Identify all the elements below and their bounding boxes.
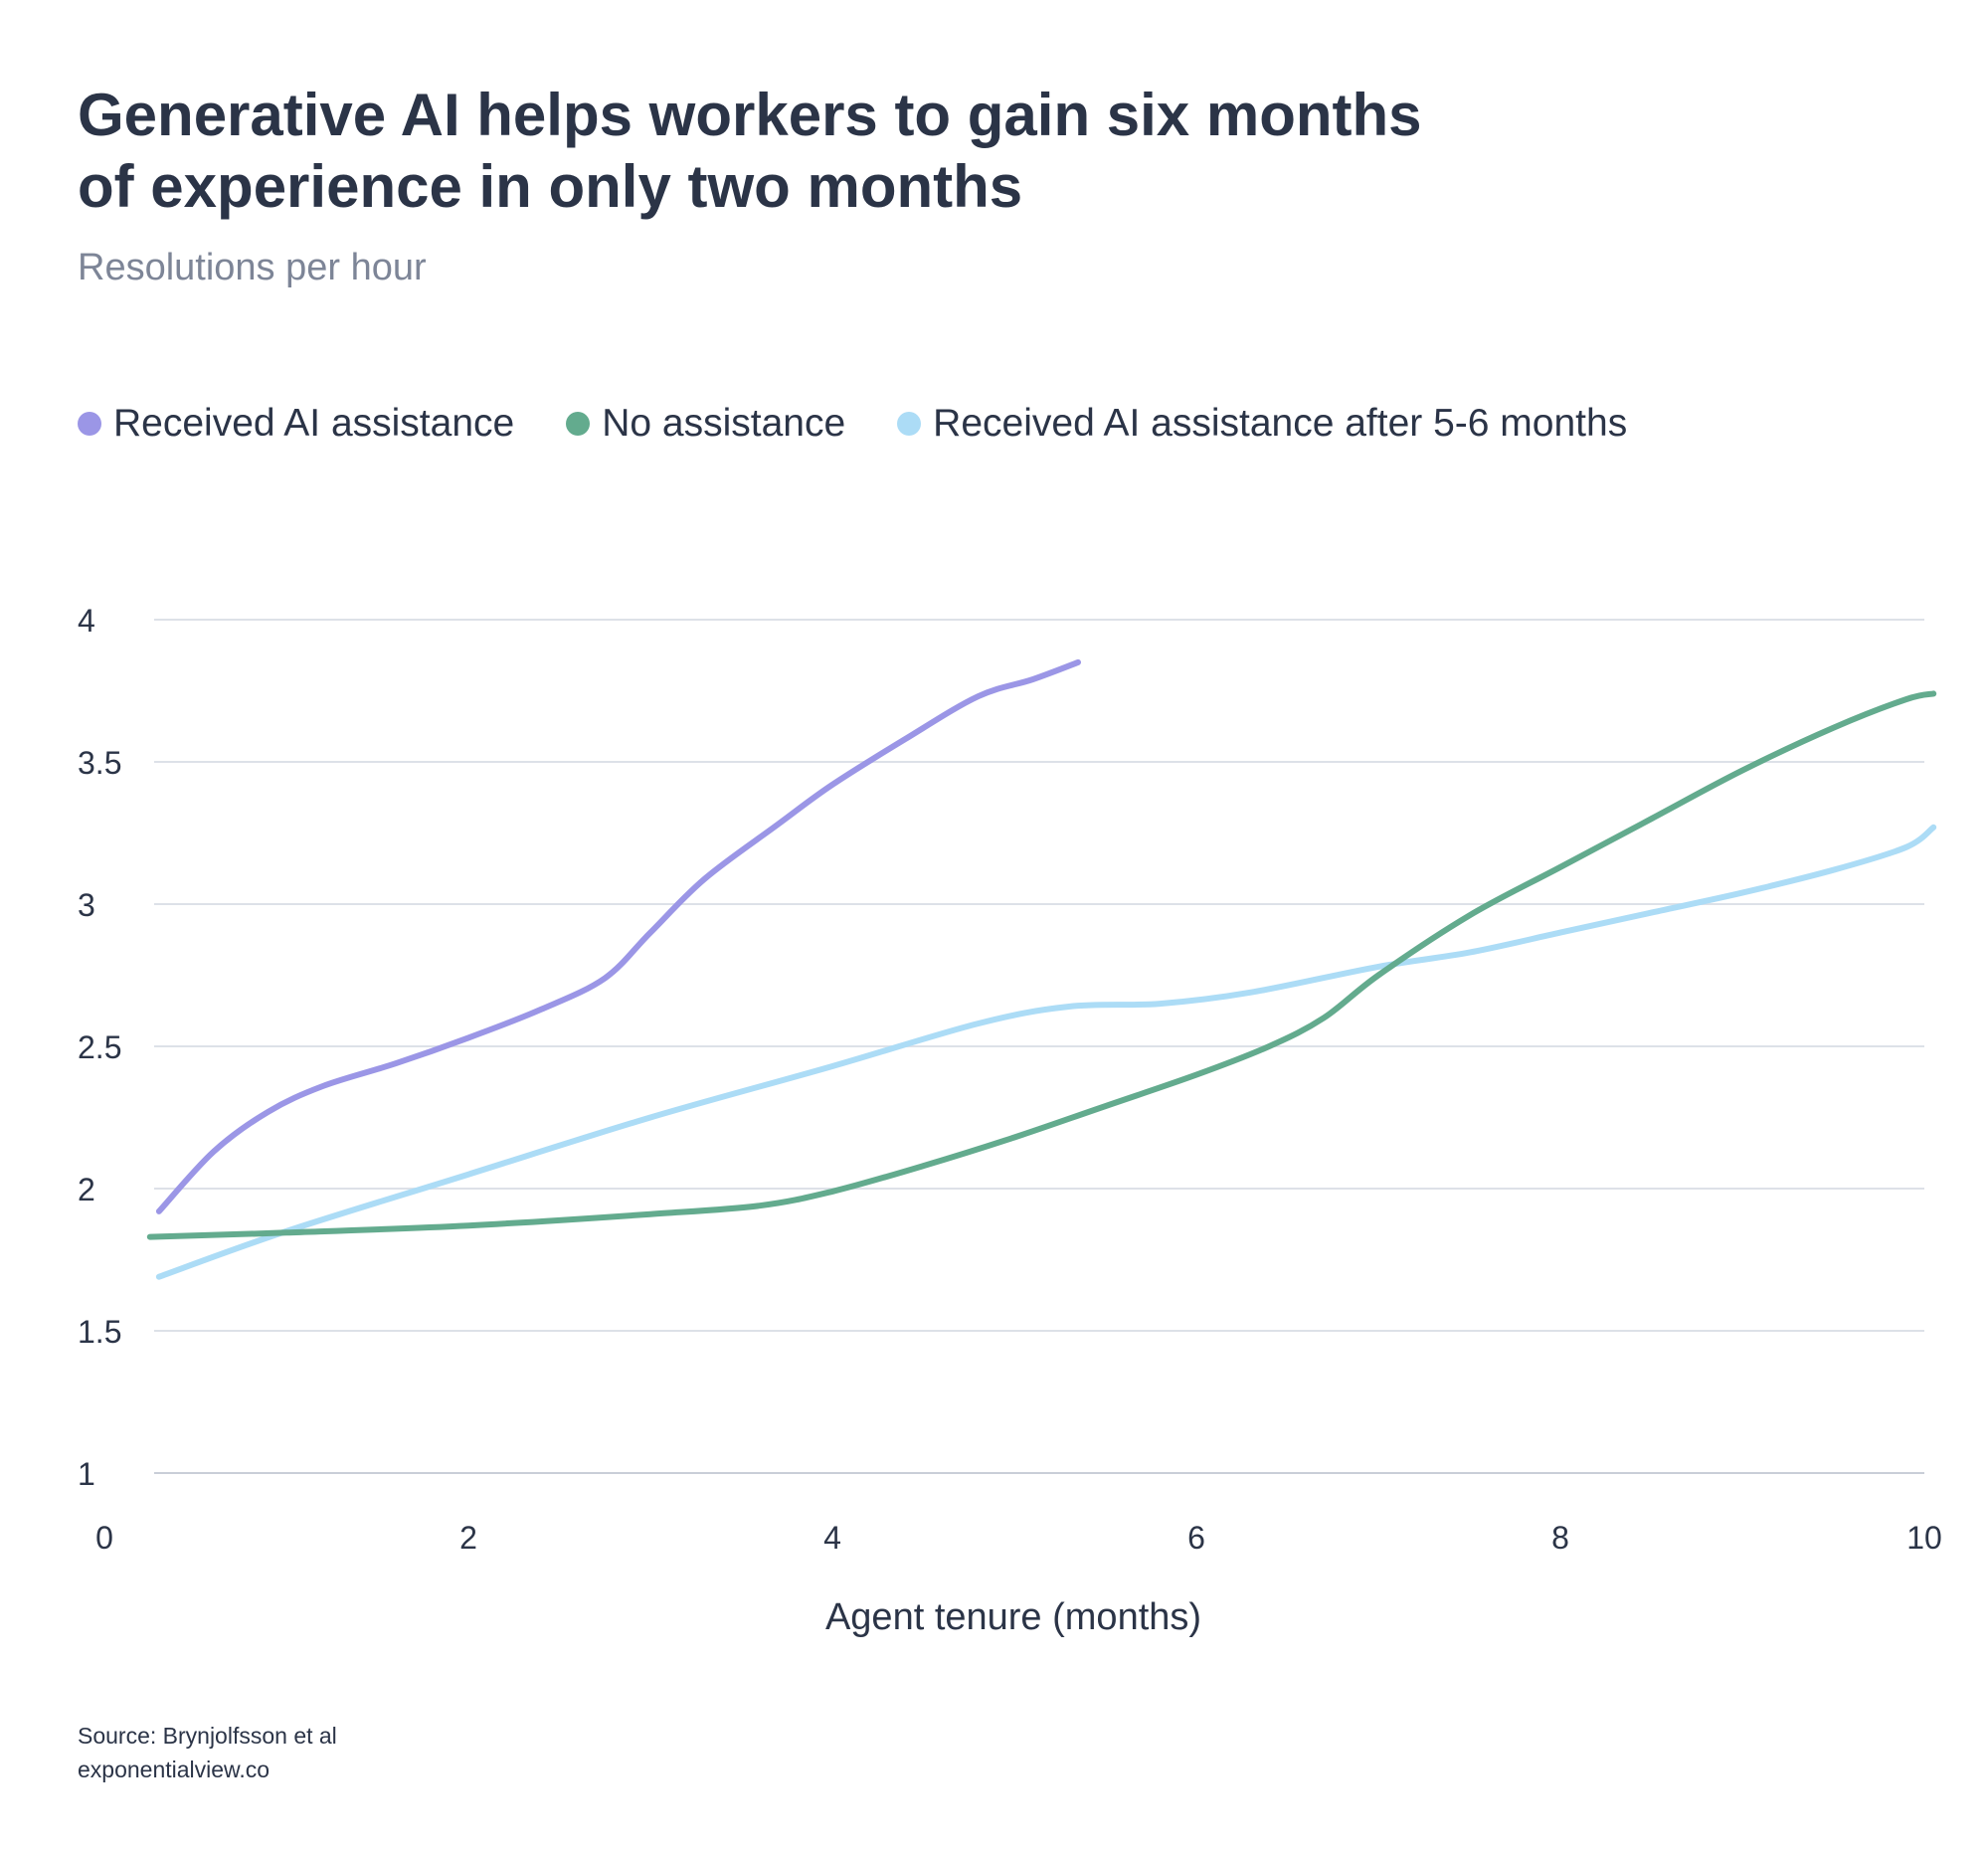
series-line-no-assistance bbox=[146, 690, 1937, 1240]
x-tick-label: 10 bbox=[1906, 1520, 1942, 1556]
legend-swatch-ai-after-5-6-months bbox=[897, 412, 922, 436]
y-tick-label: 4 bbox=[78, 603, 95, 639]
x-tick-label: 6 bbox=[1187, 1520, 1205, 1556]
chart-title: Generative AI helps workers to gain six … bbox=[78, 82, 1422, 220]
y-tick-label: 3 bbox=[78, 887, 95, 923]
x-tick-label: 2 bbox=[459, 1520, 477, 1556]
y-axis-ticks: 1 1.5 2 2.5 3 3.5 4 bbox=[78, 603, 121, 1492]
x-tick-label: 4 bbox=[823, 1520, 841, 1556]
x-axis-label: Agent tenure (months) bbox=[825, 1596, 1201, 1638]
series-line-ai-assistance bbox=[155, 658, 1081, 1214]
chart-subtitle: Resolutions per hour bbox=[78, 247, 427, 288]
y-tick-label: 2.5 bbox=[78, 1029, 121, 1065]
legend-label-ai-assistance: Received AI assistance bbox=[113, 402, 515, 445]
legend-label-ai-after-5-6-months: Received AI assistance after 5-6 months bbox=[933, 402, 1628, 445]
y-tick-label: 3.5 bbox=[78, 745, 121, 781]
grid-lines bbox=[154, 619, 1924, 1474]
legend: Received AI assistance No assistance Rec… bbox=[78, 402, 1679, 446]
x-axis-ticks: 0 2 4 6 8 10 bbox=[95, 1520, 1942, 1556]
source-site: exponentialview.co bbox=[78, 1757, 271, 1782]
y-tick-label: 1 bbox=[78, 1456, 95, 1492]
source-note: Source: Brynjolfsson et al exponentialvi… bbox=[78, 1719, 337, 1786]
legend-item-ai-assistance: Received AI assistance bbox=[78, 402, 514, 446]
y-tick-label: 2 bbox=[78, 1172, 95, 1207]
x-tick-label: 8 bbox=[1551, 1520, 1569, 1556]
legend-swatch-ai-assistance bbox=[78, 412, 101, 436]
legend-item-ai-after-5-6-months: Received AI assistance after 5-6 months bbox=[897, 402, 1627, 446]
legend-item-no-assistance: No assistance bbox=[566, 402, 845, 446]
x-tick-label: 0 bbox=[95, 1520, 113, 1556]
series-line-ai-after-5-6-months bbox=[155, 824, 1937, 1280]
source-citation: Source: Brynjolfsson et al bbox=[78, 1723, 337, 1749]
series-lines bbox=[146, 658, 1937, 1280]
line-chart: 1 1.5 2 2.5 3 3.5 4 0 2 4 6 8 10 Agent tenure (mont… bbox=[78, 603, 1942, 1638]
legend-label-no-assistance: No assistance bbox=[602, 402, 846, 445]
y-tick-label: 1.5 bbox=[78, 1314, 121, 1350]
legend-swatch-no-assistance bbox=[566, 412, 591, 436]
